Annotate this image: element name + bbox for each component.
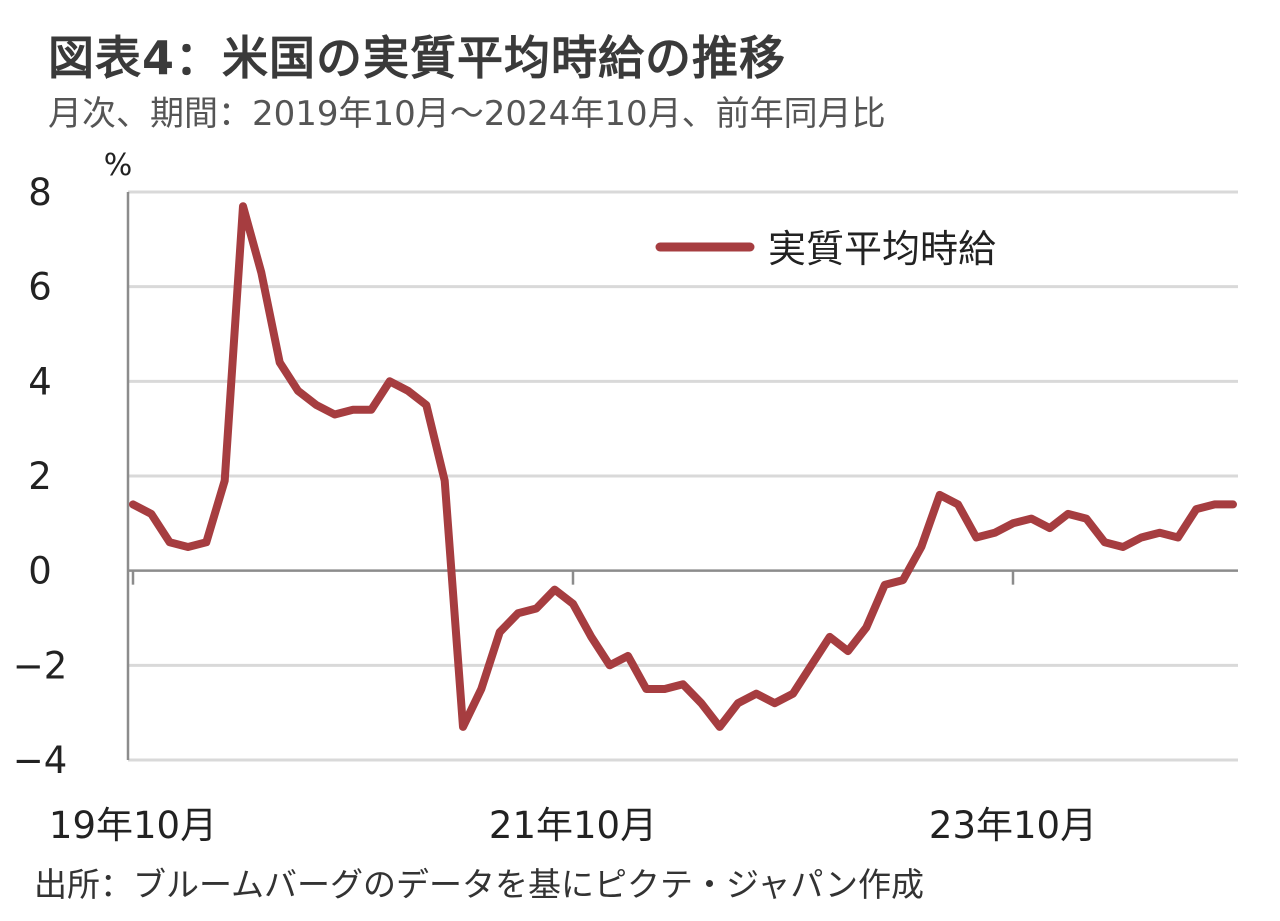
source-note: 出所：ブルームバーグのデータを基にピクテ・ジャパン作成 bbox=[34, 865, 925, 904]
data-point bbox=[462, 726, 464, 728]
x-tick-label: 19年10月 bbox=[49, 804, 217, 847]
x-tick-label: 23年10月 bbox=[929, 804, 1097, 847]
chart-title: 図表4：米国の実質平均時給の推移 bbox=[48, 31, 787, 85]
tick-labels: 8 6 4 2 0 −2 −4% 19年10月 21年10月 23年10月 bbox=[13, 148, 1097, 847]
data-point bbox=[865, 626, 867, 628]
y-unit-label: % bbox=[104, 148, 133, 183]
data-point bbox=[1085, 518, 1087, 520]
data-point bbox=[719, 726, 721, 728]
x-tick-label: 21年10月 bbox=[489, 804, 657, 847]
data-point bbox=[205, 541, 207, 543]
data-point bbox=[407, 390, 409, 392]
data-point bbox=[810, 664, 812, 666]
data-point bbox=[1030, 518, 1032, 520]
legend-label: 実質平均時給 bbox=[768, 227, 996, 271]
data-point bbox=[1122, 546, 1124, 548]
data-point bbox=[132, 503, 134, 505]
data-point bbox=[682, 683, 684, 685]
data-point bbox=[370, 409, 372, 411]
data-point bbox=[150, 513, 152, 515]
y-tick-label: 6 bbox=[28, 266, 52, 309]
data-point bbox=[1140, 537, 1142, 539]
data-point bbox=[590, 636, 592, 638]
y-tick-label: 4 bbox=[28, 360, 52, 403]
data-point bbox=[700, 702, 702, 704]
data-point bbox=[1177, 537, 1179, 539]
data-point bbox=[187, 546, 189, 548]
data-point bbox=[1159, 532, 1161, 534]
data-point bbox=[499, 631, 501, 633]
data-point bbox=[1049, 527, 1051, 529]
data-point bbox=[609, 664, 611, 666]
data-point bbox=[554, 589, 556, 591]
data-point bbox=[517, 612, 519, 614]
data-point bbox=[645, 688, 647, 690]
data-point bbox=[939, 494, 941, 496]
data-point bbox=[957, 503, 959, 505]
data-point bbox=[902, 579, 904, 581]
legend: 実質平均時給 bbox=[655, 227, 996, 271]
data-point bbox=[755, 693, 757, 695]
data-point bbox=[334, 413, 336, 415]
data-point bbox=[792, 693, 794, 695]
data-point bbox=[425, 404, 427, 406]
data-point bbox=[1067, 513, 1069, 515]
y-tick-label: 2 bbox=[28, 455, 52, 498]
data-point bbox=[1104, 541, 1106, 543]
data-point bbox=[975, 537, 977, 539]
data-point bbox=[297, 390, 299, 392]
data-point bbox=[847, 650, 849, 652]
data-point bbox=[1012, 522, 1014, 524]
data-point bbox=[279, 361, 281, 363]
data-point bbox=[352, 409, 354, 411]
data-point bbox=[774, 702, 776, 704]
data-point bbox=[627, 655, 629, 657]
data-point bbox=[169, 541, 171, 543]
data-point bbox=[260, 271, 262, 273]
data-point bbox=[480, 688, 482, 690]
data-point bbox=[242, 205, 244, 207]
data-point bbox=[389, 380, 391, 382]
series-layer bbox=[129, 202, 1237, 731]
data-point bbox=[737, 702, 739, 704]
data-point bbox=[224, 480, 226, 482]
axes bbox=[126, 192, 1238, 760]
data-point bbox=[315, 404, 317, 406]
data-point bbox=[829, 636, 831, 638]
series-line bbox=[129, 202, 1237, 731]
y-tick-label: 0 bbox=[28, 550, 52, 593]
data-point bbox=[1232, 503, 1234, 505]
gridlines bbox=[128, 190, 1238, 762]
data-point bbox=[1195, 508, 1197, 510]
data-point bbox=[1214, 503, 1216, 505]
data-point bbox=[664, 688, 666, 690]
data-point bbox=[884, 584, 886, 586]
y-tick-label: 8 bbox=[28, 171, 52, 214]
y-tick-label: −4 bbox=[13, 739, 68, 782]
data-point bbox=[920, 546, 922, 548]
data-point bbox=[444, 480, 446, 482]
data-point bbox=[535, 608, 537, 610]
data-point bbox=[994, 532, 996, 534]
y-tick-label: −2 bbox=[13, 644, 68, 687]
chart-subtitle: 月次、期間：2019年10月～2024年10月、前年同月比 bbox=[48, 94, 886, 134]
data-point bbox=[572, 603, 574, 605]
